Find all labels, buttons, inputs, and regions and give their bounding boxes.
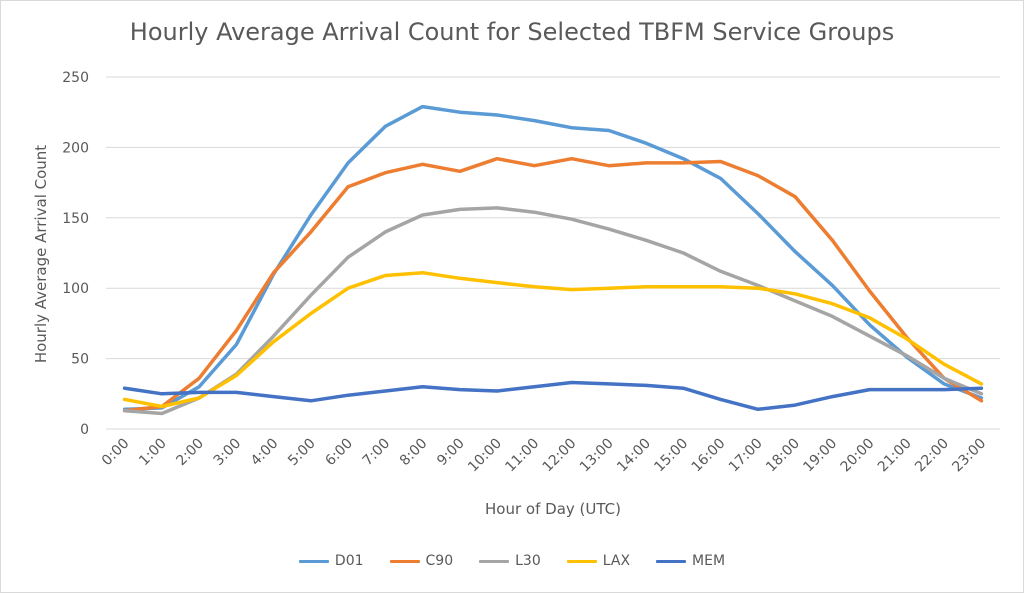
gridlines [106,76,1000,430]
x-tick-labels: 0:00 1:00 2:00 3:00 4:00 5:00 6:00 7:00 8:00 9:00… [99,436,989,476]
y-tick-label: 100 [62,281,89,297]
legend-swatch [479,559,510,563]
series-lines [122,104,984,416]
legend-item-mem: MEM [656,553,725,569]
legend-item-d01: D01 [298,553,364,569]
y-tick-labels: 0 50 100 150 200 250 [62,70,89,438]
x-tick-label: 17:00 [726,436,766,476]
x-tick-label: 13:00 [577,436,617,476]
legend-item-lax: LAX [566,553,631,569]
x-tick-label: 22:00 [912,436,952,476]
x-tick-label: 11:00 [502,436,542,476]
legend-label: C90 [425,553,454,569]
series-line-mem [122,380,984,412]
y-axis-label: Hourly Average Arrival Count [32,145,50,363]
x-tick-label: 1:00 [136,436,170,470]
legend-swatch [298,559,329,563]
x-tick-label: 2:00 [173,436,207,470]
x-tick-label: 19:00 [800,436,840,476]
legend-swatch [389,559,420,563]
legend: D01 C90 L30 LAX MEM [0,553,1024,569]
x-tick-label: 5:00 [285,436,319,470]
x-tick-label: 23:00 [949,436,989,476]
y-tick-label: 150 [62,211,89,227]
x-tick-label: 4:00 [248,436,282,470]
x-tick-label: 12:00 [540,436,580,476]
legend-label: LAX [602,553,631,569]
legend-swatch [566,559,597,563]
legend-swatch [656,559,687,563]
x-tick-label: 15:00 [651,436,691,476]
y-tick-label: 200 [62,140,89,156]
x-tick-label: 20:00 [838,436,878,476]
x-tick-label: 0:00 [99,436,133,470]
legend-label: MEM [692,553,726,569]
x-tick-label: 3:00 [211,436,245,470]
x-tick-label: 16:00 [689,436,729,476]
x-tick-label: 6:00 [322,436,356,470]
chart-title: Hourly Average Arrival Count for Selecte… [129,18,895,46]
x-tick-label: 9:00 [434,436,468,470]
series-line-l30 [122,206,984,416]
series-line-d01 [122,104,984,412]
x-tick-label: 21:00 [875,436,915,476]
y-tick-label: 0 [80,422,89,438]
x-tick-label: 8:00 [397,436,431,470]
series-line-c90 [122,156,984,413]
y-tick-label: 250 [62,70,89,86]
x-tick-label: 14:00 [614,436,654,476]
series-line-lax [122,270,984,409]
legend-item-c90: C90 [389,553,454,569]
legend-label: L30 [515,553,541,569]
legend-item-l30: L30 [479,553,541,569]
legend-label: D01 [334,553,364,569]
x-axis-label: Hour of Day (UTC) [485,500,621,518]
y-tick-label: 50 [71,352,89,368]
x-tick-label: 18:00 [763,436,803,476]
x-tick-label: 7:00 [360,436,394,470]
x-tick-label: 10:00 [465,436,505,476]
